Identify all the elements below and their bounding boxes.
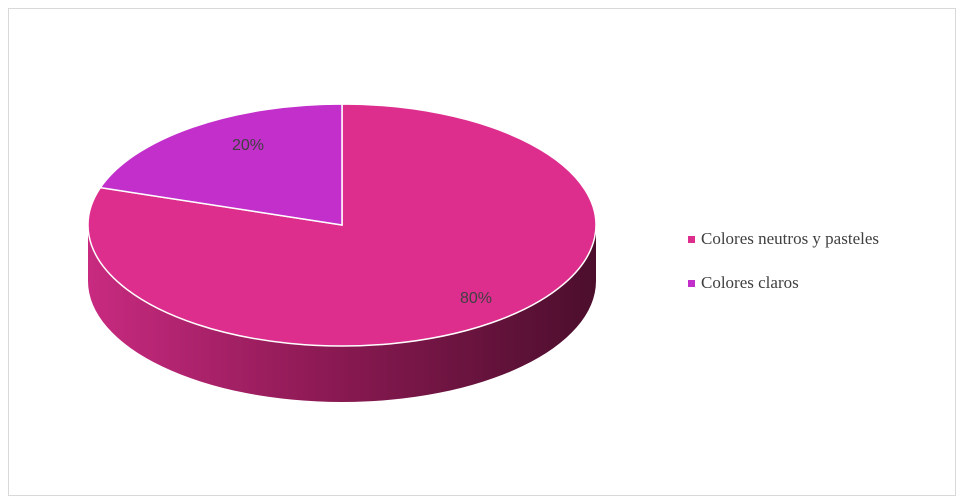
pie-side-0: [88, 225, 596, 402]
data-label-1: 20%: [232, 137, 264, 154]
legend-item-claros: Colores claros: [688, 272, 879, 294]
legend-swatch-claros: [688, 279, 695, 287]
data-label-0: 80%: [460, 290, 492, 307]
legend: Colores neutros y pasteles Colores claro…: [688, 228, 879, 316]
legend-label-claros: Colores claros: [701, 273, 799, 292]
legend-swatch-neutros: [688, 235, 695, 243]
legend-item-neutros: Colores neutros y pasteles: [688, 228, 879, 250]
legend-label-neutros: Colores neutros y pasteles: [701, 229, 879, 248]
pie-slice-1: [99, 103, 343, 226]
pie-slice-0: [87, 103, 597, 347]
